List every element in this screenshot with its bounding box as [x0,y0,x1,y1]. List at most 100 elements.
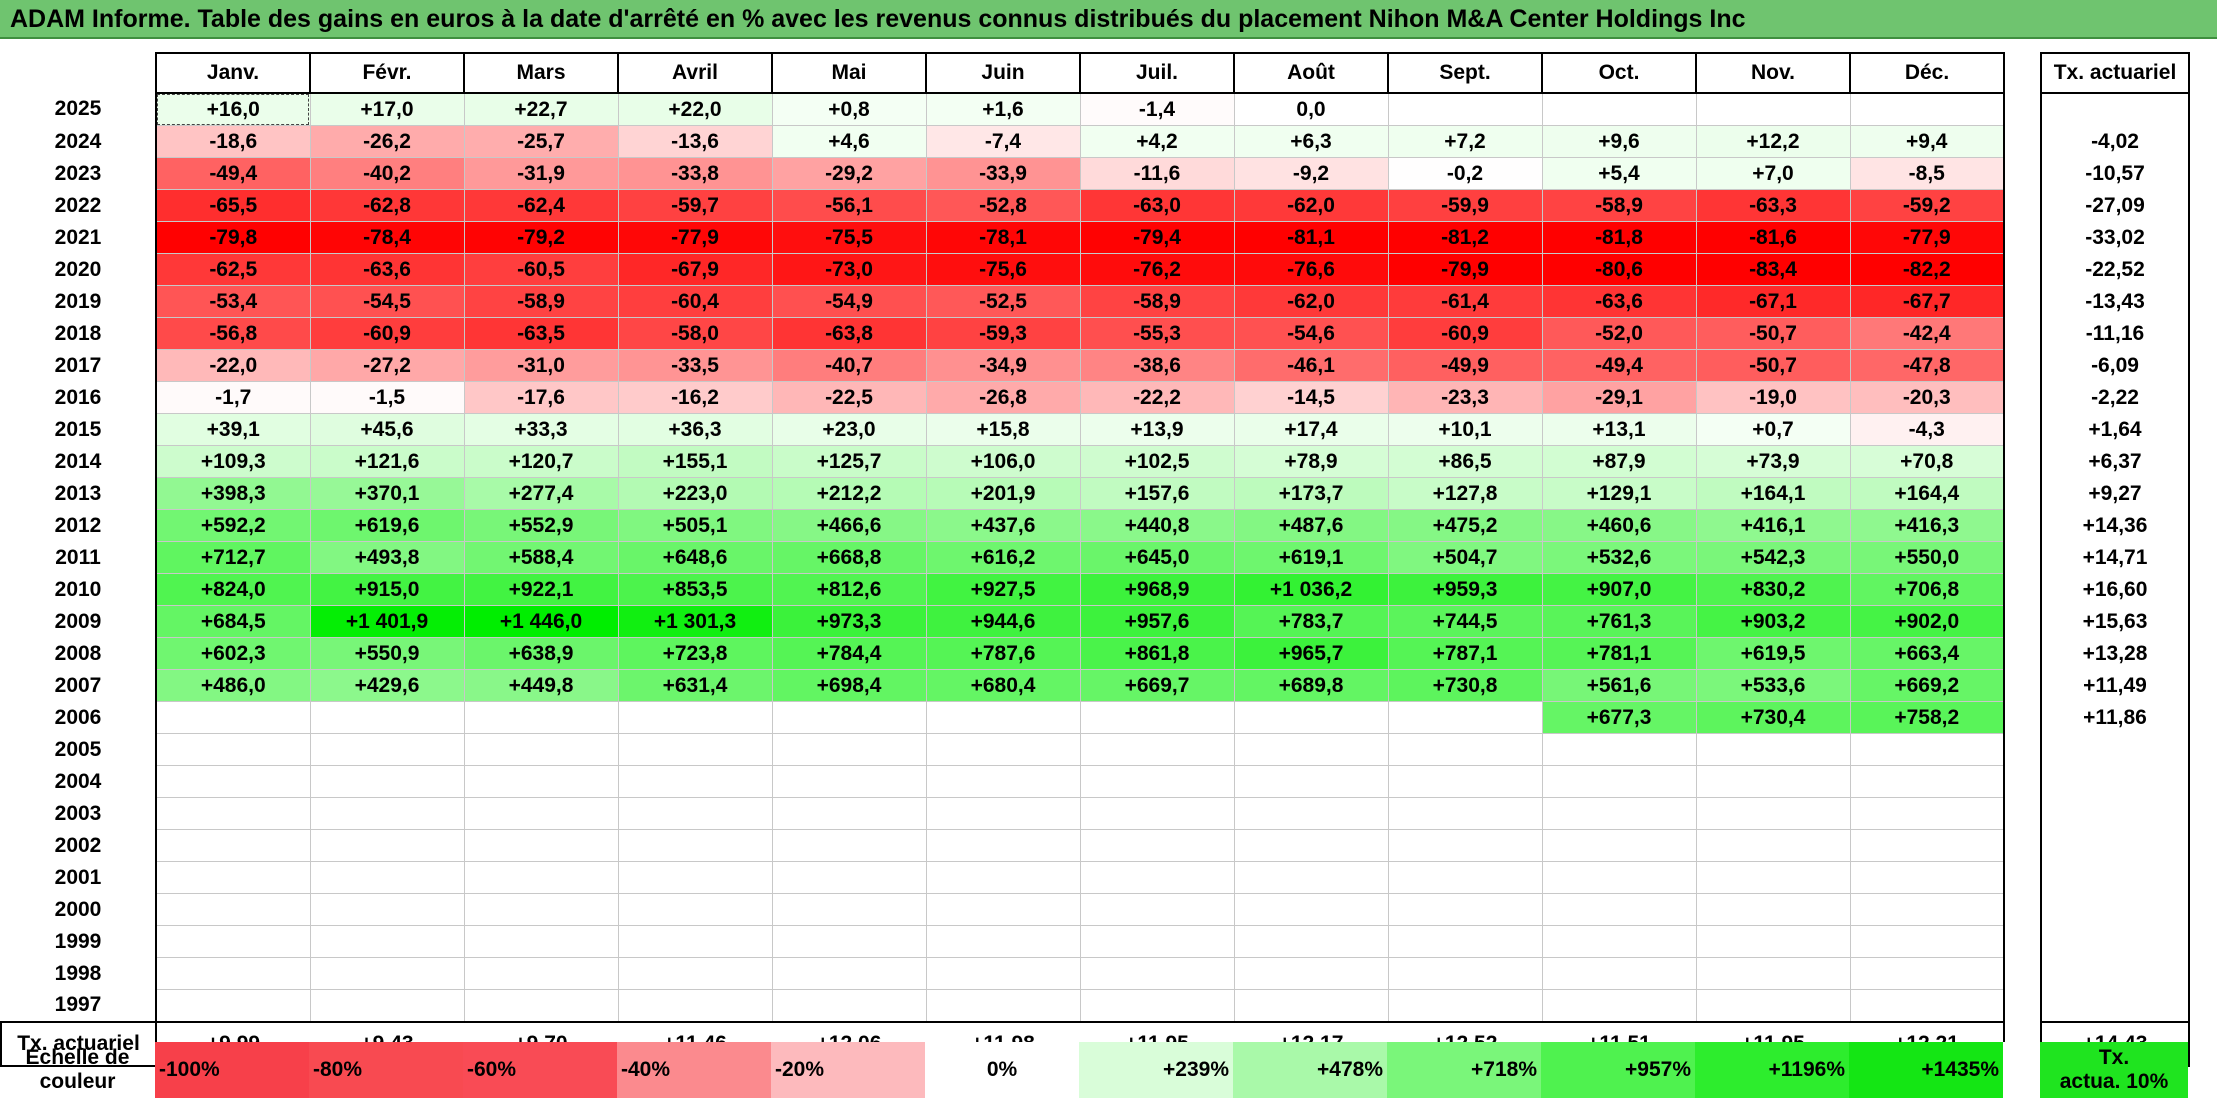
gain-cell: -22,5 [771,381,927,414]
gain-cell [463,925,619,958]
gain-cell: -1,7 [155,381,311,414]
gain-cell: +4,2 [1079,125,1235,158]
gain-cell [1233,861,1389,894]
gain-cell: +493,8 [309,541,465,574]
gain-cell [155,765,311,798]
scale-swatch: +718% [1387,1042,1541,1098]
gain-cell [617,829,773,862]
column-gap [2004,413,2041,446]
gain-cell [309,893,465,926]
month-header: Oct. [1541,52,1697,94]
tx-actuariel-cell: -13,43 [2040,285,2190,318]
gain-cell: -20,3 [1849,381,2005,414]
tx-actuariel-cell: +11,86 [2040,701,2190,734]
gain-cell: +812,6 [771,573,927,606]
gain-cell: +1 036,2 [1233,573,1389,606]
scale-swatch: +239% [1079,1042,1233,1098]
gain-cell [1541,893,1697,926]
column-gap [2004,253,2041,286]
gain-cell: +157,6 [1079,477,1235,510]
tx-actuariel-cell [2040,765,2190,798]
gain-cell [771,957,927,990]
gain-cell [1387,92,1543,126]
gain-cell: -79,4 [1079,221,1235,254]
tx-actuariel-cell: +16,60 [2040,573,2190,606]
gain-cell [1695,765,1851,798]
tx-actuariel-cell [2040,989,2190,1023]
gain-cell [925,765,1081,798]
gain-cell [1079,925,1235,958]
column-gap [2004,53,2041,93]
gain-cell: -58,9 [1079,285,1235,318]
gain-cell [1233,829,1389,862]
scale-swatch: -60% [463,1042,617,1098]
year-label: 2007 [1,669,157,702]
gain-cell: +164,1 [1695,477,1851,510]
gain-cell [463,733,619,766]
gain-cell: -78,1 [925,221,1081,254]
column-gap [2004,701,2041,734]
gain-cell [1695,957,1851,990]
gain-cell [771,893,927,926]
gain-cell [1695,989,1851,1023]
gain-cell: -81,6 [1695,221,1851,254]
gain-cell [925,797,1081,830]
gain-cell: +730,4 [1695,701,1851,734]
gain-cell: -63,8 [771,317,927,350]
gain-cell [155,733,311,766]
gain-cell: -1,4 [1079,92,1235,126]
scale-tx-swatch: Tx. actua. 10% [2040,1042,2188,1098]
gain-cell [155,925,311,958]
gain-cell: +45,6 [309,413,465,446]
gain-cell: +466,6 [771,509,927,542]
gain-cell: +944,6 [925,605,1081,638]
gain-cell [617,893,773,926]
gain-cell: -13,6 [617,125,773,158]
tx-actuariel-cell [2040,893,2190,926]
gain-cell: +9,4 [1849,125,2005,158]
gain-cell: +36,3 [617,413,773,446]
gain-cell: +416,3 [1849,509,2005,542]
month-header: Juil. [1079,52,1235,94]
year-label: 2024 [1,125,157,158]
column-gap [2004,317,2041,350]
gain-cell: -22,2 [1079,381,1235,414]
gain-cell: +416,1 [1695,509,1851,542]
gain-cell: +22,0 [617,92,773,126]
gain-cell: -59,2 [1849,189,2005,222]
gain-cell: +959,3 [1387,573,1543,606]
tx-actuariel-cell [2040,925,2190,958]
tx-actuariel-header: Tx. actuariel [2040,52,2190,94]
gain-cell: +638,9 [463,637,619,670]
tx-actuariel-cell [2040,92,2190,126]
year-label: 2025 [1,93,157,126]
tx-actuariel-cell [2040,797,2190,830]
gain-cell [771,765,927,798]
gain-cell: -58,9 [1541,189,1697,222]
month-header: Janv. [155,52,311,94]
gain-cell [925,925,1081,958]
gain-cell [1079,797,1235,830]
gain-cell [1695,733,1851,766]
gain-cell [309,701,465,734]
gain-cell [617,765,773,798]
tx-actuariel-cell [2040,861,2190,894]
gain-cell [1233,765,1389,798]
gain-cell [1233,925,1389,958]
column-gap [2004,541,2041,574]
gain-cell [925,701,1081,734]
gain-cell: -81,2 [1387,221,1543,254]
scale-swatch: -20% [771,1042,925,1098]
gain-cell: -33,9 [925,157,1081,190]
column-gap [2004,93,2041,126]
gain-cell: +689,8 [1233,669,1389,702]
scale-swatch: +478% [1233,1042,1387,1098]
gain-cell: +669,7 [1079,669,1235,702]
gain-cell: +787,6 [925,637,1081,670]
gain-cell: +70,8 [1849,445,2005,478]
gain-cell [617,733,773,766]
table-row: 2007 +486,0 +429,6 +449,8 +631,4 +698,4 +680,4… [1,669,2190,702]
gain-cell [463,701,619,734]
column-gap [2004,957,2041,990]
gain-cell: +212,2 [771,477,927,510]
